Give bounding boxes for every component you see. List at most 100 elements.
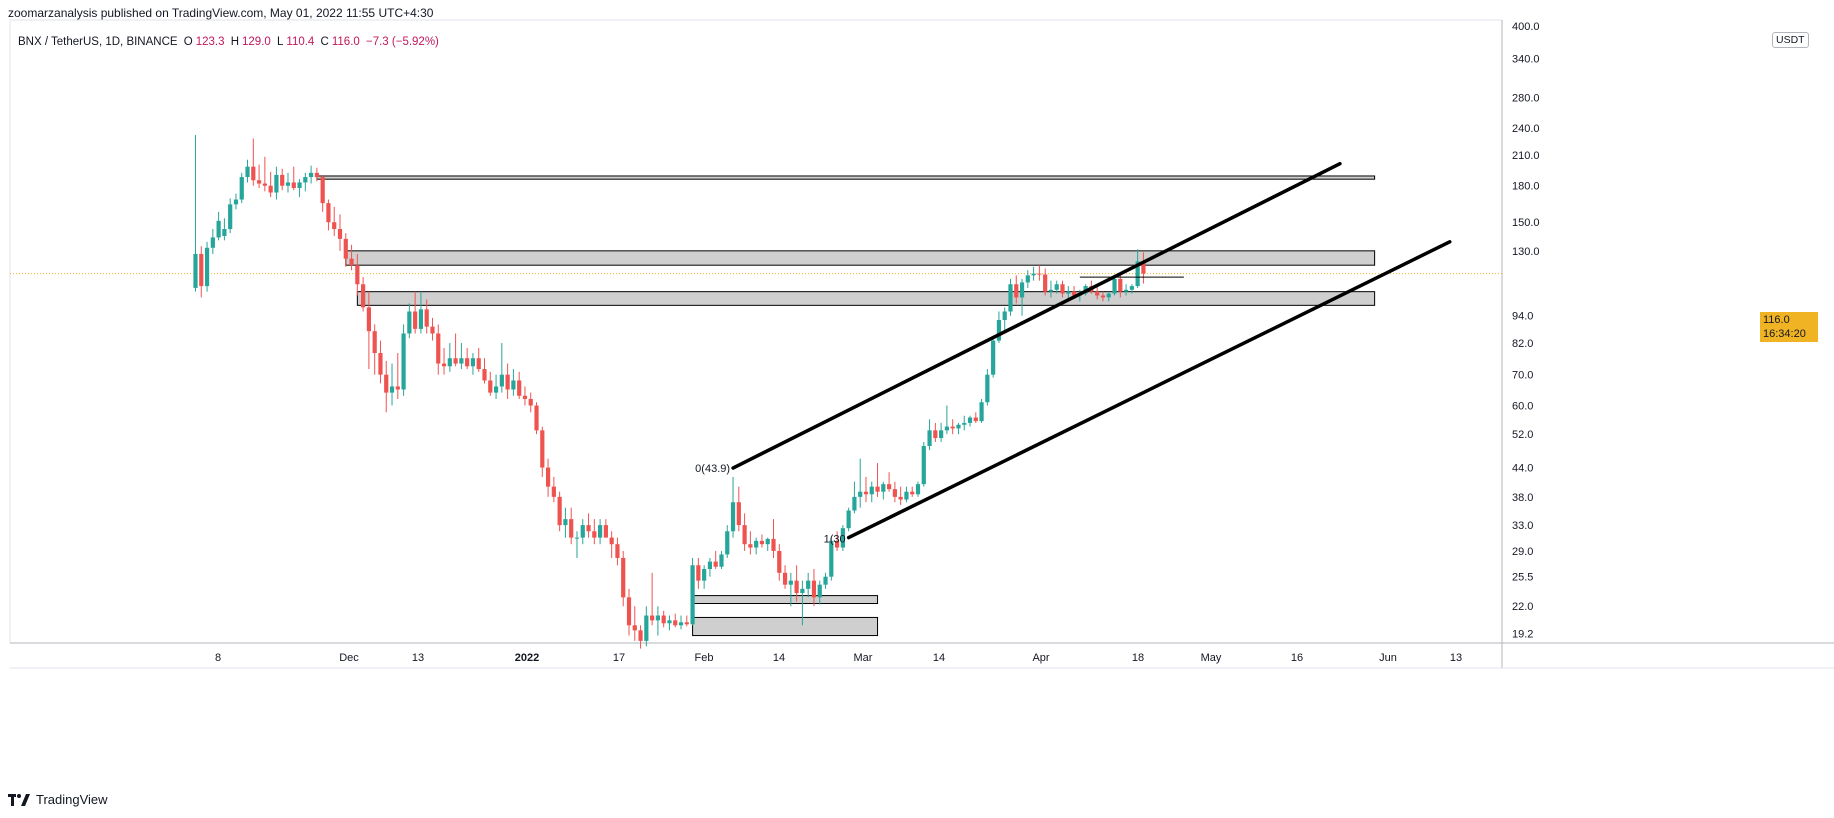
candle xyxy=(511,369,516,396)
time-tick: Dec xyxy=(339,652,359,664)
time-tick: Jun xyxy=(1379,652,1397,664)
candle xyxy=(303,172,308,192)
candle xyxy=(644,606,649,647)
candle xyxy=(846,507,851,532)
candle-body xyxy=(592,531,597,538)
candle-body xyxy=(632,625,637,631)
candle-body xyxy=(355,265,360,285)
candle xyxy=(1100,291,1106,302)
publish-info: zoomarzanalysis published on TradingView… xyxy=(8,6,434,20)
candle xyxy=(586,513,591,538)
currency-unit-badge[interactable]: USDT xyxy=(1772,32,1809,48)
candle xyxy=(1095,286,1100,300)
price-tick: 29.0 xyxy=(1512,546,1533,558)
candle-body xyxy=(1100,295,1106,298)
candle xyxy=(817,580,822,605)
candle xyxy=(418,291,424,334)
price-tick: 22.0 xyxy=(1512,601,1533,613)
candle-body xyxy=(713,561,718,567)
tradingview-footer[interactable]: TradingView xyxy=(8,792,108,807)
candle xyxy=(349,244,354,271)
candle xyxy=(1031,266,1036,281)
candle xyxy=(366,291,371,370)
symbol-legend: BNX / TetherUS, 1D, BINANCE O 123.3 H 129.… xyxy=(18,36,442,48)
candle-body xyxy=(684,622,689,625)
candle-body xyxy=(337,228,343,239)
candle xyxy=(413,291,418,334)
price-tick: 33.0 xyxy=(1512,520,1533,532)
candle xyxy=(216,211,221,241)
candle xyxy=(499,343,504,393)
candle xyxy=(297,179,302,198)
candle xyxy=(921,441,926,487)
time-tick: 16 xyxy=(1291,652,1303,664)
candle xyxy=(626,588,632,636)
candle-body xyxy=(927,430,932,447)
candle xyxy=(887,472,892,492)
candle-body xyxy=(493,386,499,393)
tradingview-logo-icon xyxy=(8,793,30,806)
candle-body xyxy=(233,199,239,205)
candle xyxy=(424,299,429,334)
candle xyxy=(915,481,921,497)
candle xyxy=(788,572,793,607)
candle xyxy=(574,531,580,558)
candle-body xyxy=(349,258,354,266)
candle-body xyxy=(1123,289,1129,292)
candle-body xyxy=(765,538,770,545)
time-tick: 8 xyxy=(215,652,221,664)
candle-body xyxy=(644,615,649,641)
candle-body xyxy=(806,580,811,589)
zone-5 xyxy=(692,616,879,637)
candle xyxy=(690,557,695,626)
candle-body xyxy=(650,615,655,621)
tradingview-brand: TradingView xyxy=(36,792,108,807)
candle-body xyxy=(447,358,452,367)
candle xyxy=(892,481,897,503)
candle xyxy=(522,386,528,406)
open-label: O xyxy=(183,36,193,48)
candle xyxy=(678,615,684,630)
candle xyxy=(933,422,938,442)
candle xyxy=(326,199,331,231)
candle xyxy=(996,311,1002,344)
time-tick: 17 xyxy=(613,652,625,664)
open-value: 123.3 xyxy=(195,36,225,48)
candle-body xyxy=(887,484,892,490)
candle xyxy=(343,233,348,267)
price-tick: 130.0 xyxy=(1512,246,1540,258)
candle xyxy=(967,415,973,427)
current-price-value: 116.0 xyxy=(1763,314,1790,326)
candle-body xyxy=(303,177,308,183)
candle-body xyxy=(1054,284,1059,290)
candle-body xyxy=(476,358,481,370)
candle xyxy=(834,531,840,551)
candle xyxy=(355,253,360,296)
candle xyxy=(944,405,949,435)
candle xyxy=(707,557,713,577)
candle-body xyxy=(326,203,331,223)
candle-body xyxy=(667,620,672,624)
price-tick: 19.2 xyxy=(1512,628,1533,640)
candle xyxy=(881,481,886,500)
candle xyxy=(1141,252,1146,284)
candle-body xyxy=(1048,289,1054,292)
price-tick: 180.0 xyxy=(1512,181,1540,193)
candle-body xyxy=(424,309,429,327)
price-tick: 82.0 xyxy=(1512,338,1533,350)
candle-body xyxy=(794,580,799,594)
candle-body xyxy=(615,544,620,558)
candle xyxy=(314,167,319,182)
price-tick: 44.0 xyxy=(1512,463,1533,475)
candle xyxy=(598,519,603,545)
fib-label-2: 1(30 xyxy=(824,533,846,545)
candle-body xyxy=(378,353,383,375)
candle-body xyxy=(1118,278,1123,292)
candle xyxy=(840,525,845,551)
candle xyxy=(372,324,377,375)
candle-body xyxy=(834,540,840,548)
candle-body xyxy=(389,386,395,393)
candle-body xyxy=(996,320,1002,341)
change-value: −7.3 (−5.92%) xyxy=(366,36,439,48)
